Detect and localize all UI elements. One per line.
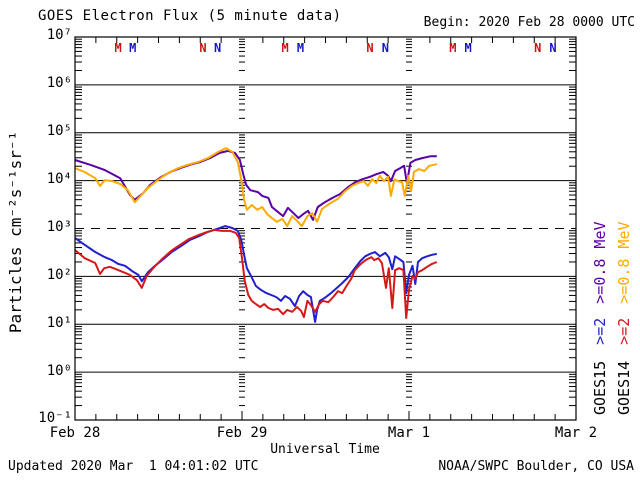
eclipse-marker-n: N <box>549 41 557 55</box>
source-credit: NOAA/SWPC Boulder, CO USA <box>438 459 634 474</box>
y-tick-label: 10³ <box>46 219 72 235</box>
begin-timestamp: Begin: 2020 Feb 28 0000 UTC <box>423 15 635 30</box>
y-tick-label: 10⁰ <box>46 363 72 379</box>
eclipse-marker-m: M <box>449 41 457 55</box>
y-tick-label: 10⁵ <box>46 123 72 139</box>
chart-title: GOES Electron Flux (5 minute data) <box>38 8 342 24</box>
updated-timestamp: Updated 2020 Mar 1 04:01:02 UTC <box>8 459 259 474</box>
legend-goes15: GOES15 >=2 >=0.8 MeV <box>591 175 609 415</box>
eclipse-marker-m: M <box>464 41 472 55</box>
legend-goes15-ge08: >=0.8 <box>591 258 609 304</box>
eclipse-marker-n: N <box>199 41 207 55</box>
eclipse-marker-n: N <box>366 41 374 55</box>
legend-goes15-mev: MeV <box>591 221 609 249</box>
x-tick-label: Feb 29 <box>216 425 268 441</box>
legend-goes14: GOES14 >=2 >=0.8 MeV <box>615 175 633 415</box>
y-tick-label: 10⁶ <box>46 75 72 91</box>
eclipse-marker-m: M <box>296 41 305 55</box>
legend-goes14-ge2: >=2 <box>615 317 633 345</box>
eclipse-marker-m: M <box>114 41 122 55</box>
x-axis-label: Universal Time <box>270 442 380 457</box>
y-tick-label: 10⁻¹ <box>38 410 72 426</box>
y-tick-label: 10⁷ <box>46 27 72 43</box>
x-tick-label: Mar 2 <box>554 425 598 441</box>
x-tick-label: Feb 28 <box>49 425 101 441</box>
eclipse-marker-m: M <box>129 41 137 55</box>
legend-goes15-satellite: GOES15 <box>591 360 609 415</box>
legend-goes14-mev: MeV <box>615 221 633 249</box>
legend-goes15-ge2: >=2 <box>591 317 609 345</box>
eclipse-marker-n: N <box>381 41 389 55</box>
x-tick-label: Mar 1 <box>387 425 431 441</box>
eclipse-marker-n: N <box>214 41 222 55</box>
y-tick-label: 10⁴ <box>46 171 72 187</box>
eclipse-marker-m: M <box>281 41 289 55</box>
eclipse-marker-n: N <box>534 41 542 55</box>
y-tick-label: 10¹ <box>46 315 72 331</box>
legend-goes14-ge08: >=0.8 <box>615 258 633 304</box>
y-tick-label: 10² <box>46 267 72 283</box>
legend-goes14-satellite: GOES14 <box>615 360 633 415</box>
